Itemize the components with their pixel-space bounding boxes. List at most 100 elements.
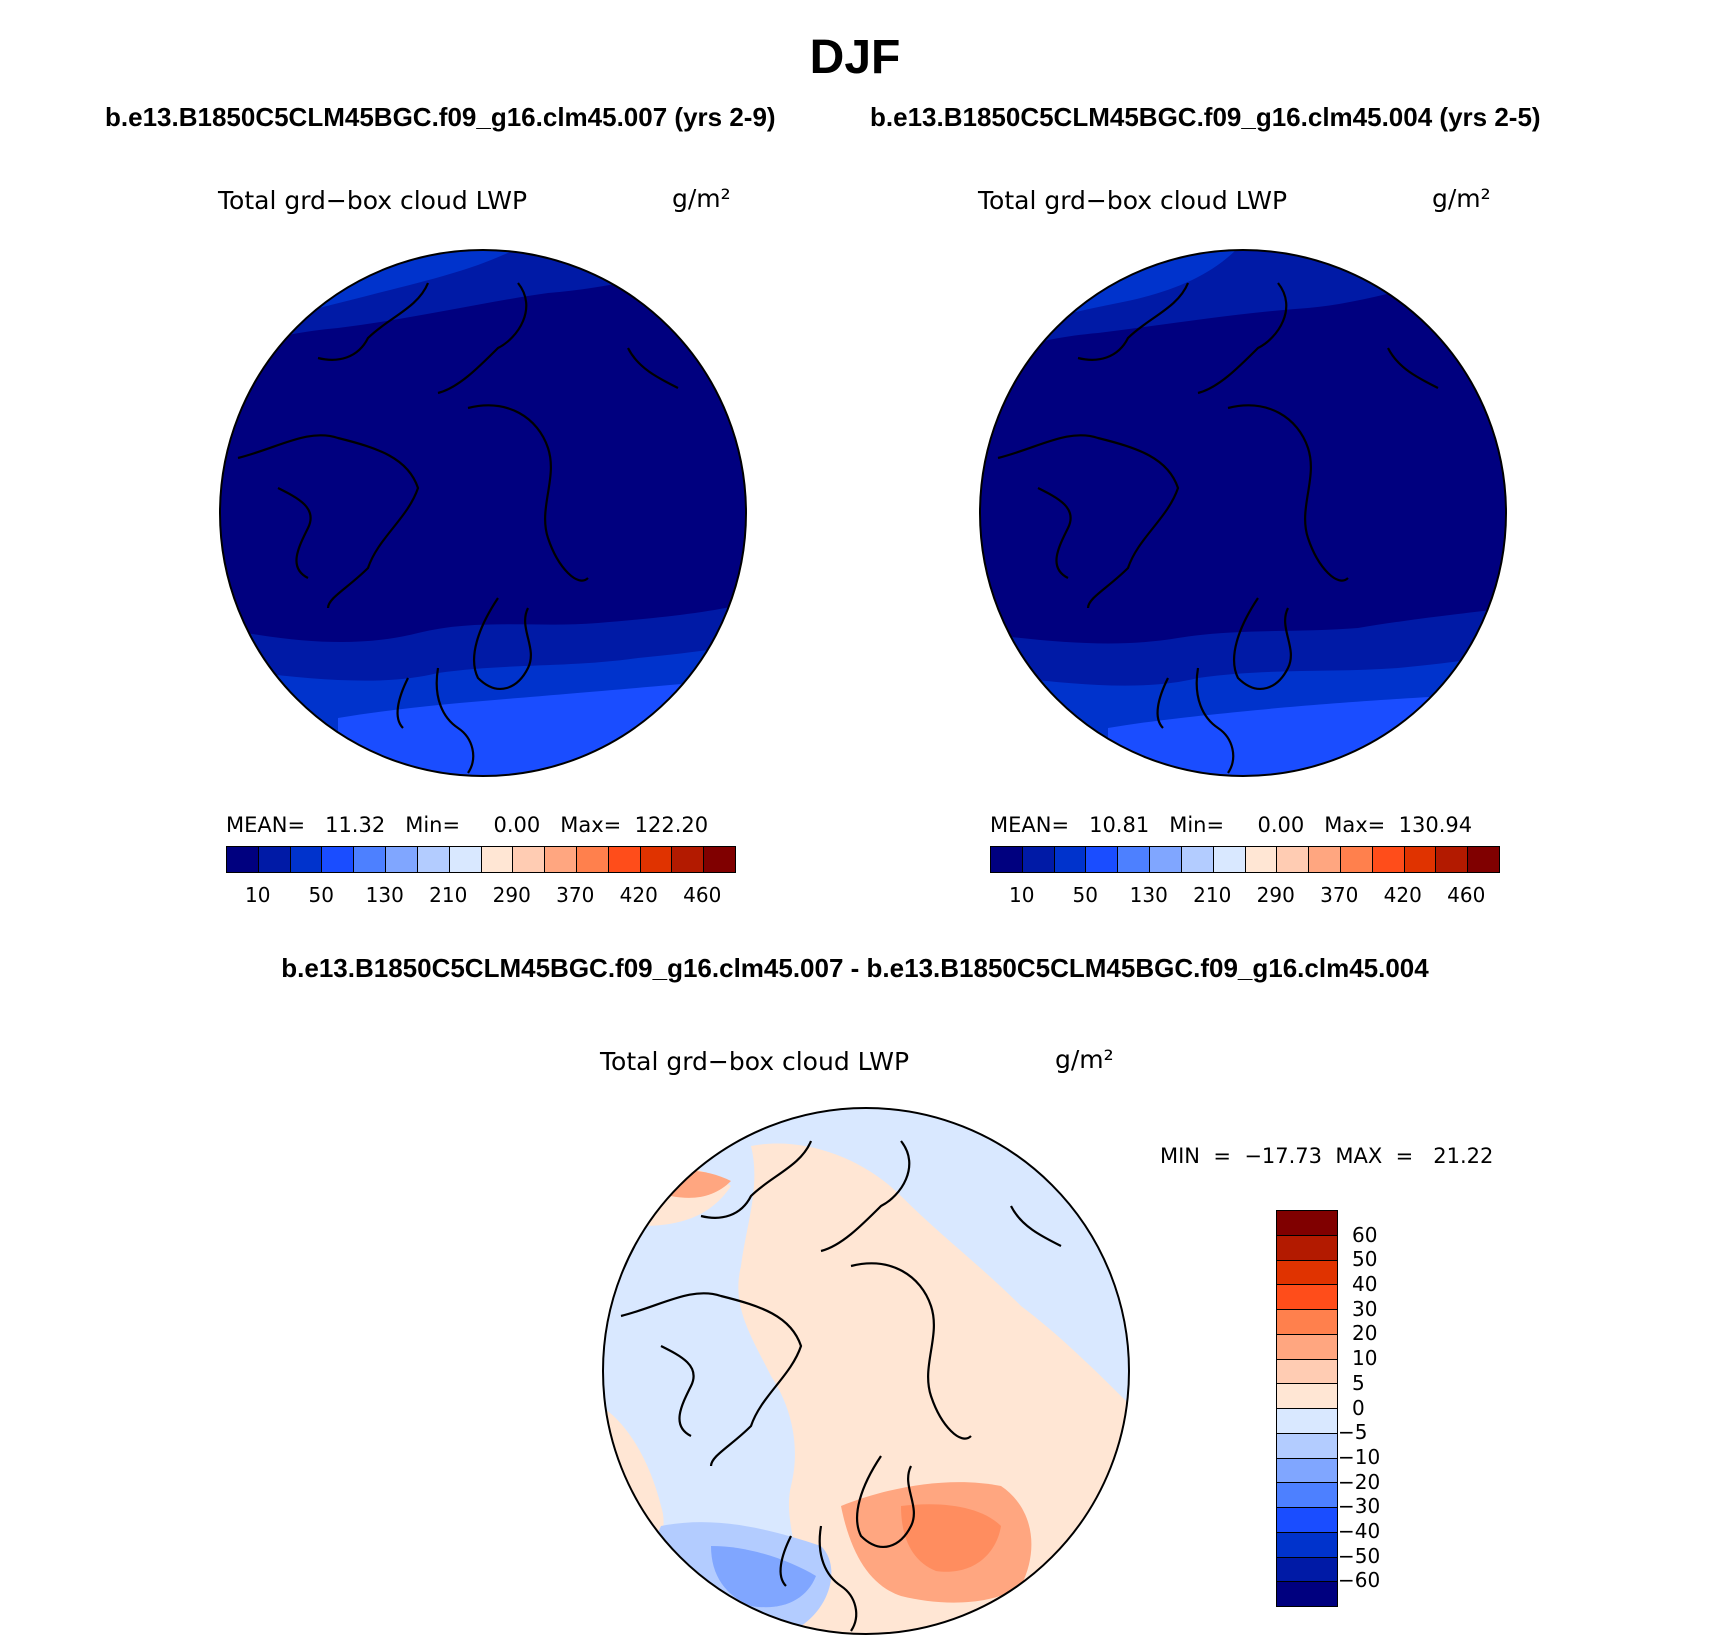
colorbar-swatch (417, 847, 450, 872)
diff-colorbar (1276, 1210, 1338, 1607)
colorbar-swatch (608, 847, 641, 872)
colorbar-swatch (1277, 1483, 1337, 1508)
colorbar-swatch (481, 847, 514, 872)
colorbar-tick-label: 130 (365, 883, 404, 907)
colorbar-swatch (386, 847, 418, 872)
panel2-variable-label: Total grd−box cloud LWP (978, 186, 1288, 215)
colorbar-swatch (227, 847, 259, 872)
colorbar-swatch (1245, 847, 1278, 872)
panel1-colorbar (226, 846, 736, 873)
colorbar-tick-label: −30 (1338, 1494, 1381, 1519)
colorbar-swatch (1022, 847, 1055, 872)
panel1-variable-label: Total grd−box cloud LWP (218, 186, 528, 215)
panel2-coastlines (997, 282, 1439, 774)
panel1-units-label: g/m² (672, 184, 731, 213)
colorbar-swatch (1054, 847, 1087, 872)
colorbar-swatch (1277, 1433, 1337, 1459)
colorbar-swatch (1404, 847, 1437, 872)
colorbar-swatch (640, 847, 673, 872)
colorbar-tick-label: 10 (245, 883, 271, 907)
colorbar-swatch (1181, 847, 1214, 872)
colorbar-swatch (354, 847, 387, 872)
colorbar-swatch (1277, 1359, 1337, 1385)
diff-polar-map (602, 1107, 1130, 1635)
colorbar-tick-label: 370 (1320, 883, 1359, 907)
colorbar-tick-label: −60 (1338, 1568, 1381, 1593)
colorbar-tick-label: −20 (1338, 1469, 1381, 1494)
colorbar-swatch (1309, 847, 1341, 872)
colorbar-tick-label: −50 (1338, 1543, 1381, 1568)
panel1-stats: MEAN= 11.32 Min= 0.00 Max= 122.20 (226, 813, 709, 837)
colorbar-swatch (545, 847, 577, 872)
colorbar-tick-label: 40 (1352, 1272, 1378, 1297)
colorbar-swatch (1150, 847, 1182, 872)
colorbar-swatch (991, 847, 1023, 872)
colorbar-swatch (1372, 847, 1405, 872)
panel2-colorbar-ticks: 10 50 130 210 290 370 420 460 (990, 883, 1498, 907)
colorbar-tick-label: 10 (1352, 1346, 1378, 1371)
colorbar-tick-label: 420 (619, 883, 658, 907)
colorbar-swatch (513, 847, 546, 872)
colorbar-tick-label: 50 (1352, 1247, 1378, 1272)
colorbar-swatch (290, 847, 323, 872)
colorbar-swatch (1277, 1334, 1337, 1360)
colorbar-tick-label: 10 (1009, 883, 1035, 907)
case2-title: b.e13.B1850C5CLM45BGC.f09_g16.clm45.004 … (870, 102, 1541, 132)
case1-title: b.e13.B1850C5CLM45BGC.f09_g16.clm45.007 … (105, 102, 776, 132)
colorbar-tick-label: 290 (492, 883, 531, 907)
colorbar-swatch (1277, 847, 1310, 872)
colorbar-swatch (1277, 1310, 1337, 1335)
colorbar-swatch (672, 847, 705, 872)
colorbar-swatch (449, 847, 482, 872)
colorbar-swatch (1277, 1260, 1337, 1286)
diff-coastlines (620, 1140, 1062, 1632)
colorbar-swatch (576, 847, 609, 872)
colorbar-swatch (1436, 847, 1469, 872)
colorbar-swatch (322, 847, 355, 872)
colorbar-tick-label: 30 (1352, 1296, 1378, 1321)
colorbar-swatch (1277, 1557, 1337, 1583)
colorbar-swatch (1277, 1211, 1337, 1236)
colorbar-swatch (1277, 1409, 1337, 1434)
colorbar-swatch (1277, 1384, 1337, 1409)
colorbar-tick-label: 50 (1072, 883, 1098, 907)
colorbar-tick-label: 130 (1129, 883, 1168, 907)
colorbar-swatch (258, 847, 291, 872)
colorbar-tick-label: −40 (1338, 1518, 1381, 1543)
panel1-polar-map (219, 249, 747, 777)
panel2-units-label: g/m² (1432, 184, 1491, 213)
colorbar-swatch (1086, 847, 1119, 872)
colorbar-tick-label: 60 (1352, 1222, 1378, 1247)
panel2-stats: MEAN= 10.81 Min= 0.00 Max= 130.94 (990, 813, 1473, 837)
colorbar-swatch (1277, 1532, 1337, 1558)
diff-blue2-bottomleft (711, 1546, 816, 1608)
colorbar-tick-label: −10 (1338, 1444, 1381, 1469)
colorbar-tick-label: 420 (1383, 883, 1422, 907)
colorbar-tick-label: −5 (1338, 1420, 1368, 1445)
diff-variable-label: Total grd−box cloud LWP (600, 1047, 910, 1076)
diff-stats: MIN = −17.73 MAX = 21.22 (1160, 1144, 1494, 1168)
colorbar-tick-label: 460 (1447, 883, 1486, 907)
colorbar-swatch (704, 847, 735, 872)
main-title: DJF (809, 31, 901, 84)
colorbar-tick-label: 0 (1352, 1395, 1365, 1420)
diff-warm-center (738, 1143, 1129, 1634)
panel2-polar-map (979, 249, 1507, 777)
colorbar-tick-label: 460 (683, 883, 722, 907)
panel1-colorbar-ticks: 10 50 130 210 290 370 420 460 (226, 883, 734, 907)
colorbar-tick-label: 20 (1352, 1321, 1378, 1346)
colorbar-tick-label: 290 (1256, 883, 1295, 907)
colorbar-swatch (1213, 847, 1246, 872)
colorbar-tick-label: 50 (308, 883, 334, 907)
diff-blue-right (1027, 1146, 1125, 1346)
colorbar-swatch (1277, 1508, 1337, 1533)
colorbar-swatch (1277, 1235, 1337, 1261)
colorbar-tick-label: 370 (556, 883, 595, 907)
diff-colorbar-ticks: 60 50 40 30 20 10 5 0 −5 −10 −20 −30 −40 −50 −60 (1338, 1210, 1426, 1605)
colorbar-swatch (1277, 1582, 1337, 1606)
colorbar-swatch (1277, 1458, 1337, 1484)
panel1-coastlines (237, 282, 679, 774)
colorbar-tick-label: 5 (1352, 1370, 1365, 1395)
colorbar-swatch (1118, 847, 1151, 872)
colorbar-tick-label: 210 (1193, 883, 1232, 907)
